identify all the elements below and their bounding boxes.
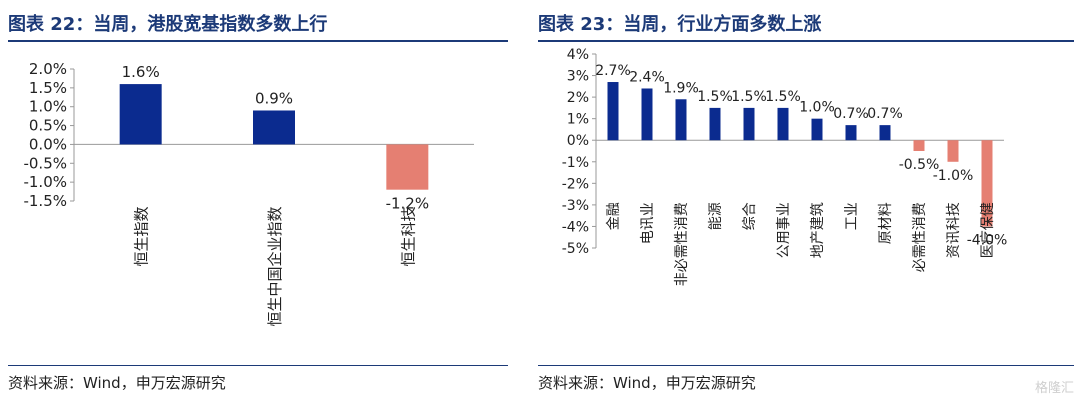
bar bbox=[947, 140, 959, 162]
data-label: -1.0% bbox=[933, 168, 974, 184]
left-source-note: 资料来源：Wind，申万宏源研究 bbox=[8, 374, 226, 392]
data-label: 1.6% bbox=[122, 63, 160, 81]
data-label: 1.5% bbox=[697, 89, 733, 105]
x-category-label: 资讯科技 bbox=[946, 202, 962, 258]
data-label: 1.0% bbox=[799, 100, 835, 116]
data-label: 1.9% bbox=[663, 80, 699, 96]
bar bbox=[845, 125, 857, 141]
x-category-label: 电讯业 bbox=[640, 202, 656, 244]
y-tick-label: -1.5% bbox=[23, 192, 67, 210]
y-tick-label: -4% bbox=[562, 219, 589, 235]
y-tick-label: 2% bbox=[567, 90, 589, 106]
left-title-rule bbox=[8, 40, 508, 42]
y-tick-label: 1.5% bbox=[29, 79, 67, 97]
data-label: 2.7% bbox=[595, 63, 631, 79]
y-tick-label: -1.0% bbox=[23, 173, 67, 191]
y-tick-label: 1.0% bbox=[29, 98, 67, 116]
watermark-text: 格隆汇 bbox=[1034, 381, 1074, 396]
y-tick-label: 0% bbox=[567, 133, 589, 149]
y-tick-label: 3% bbox=[567, 69, 589, 85]
bar bbox=[981, 140, 993, 227]
right-chart: 4% 3% 2% 1% 0% -1% -2% -3% -4% -5% 2.7% 金融 2.4% 电讯业 1.… bbox=[562, 47, 1008, 286]
right-source-rule bbox=[538, 365, 1074, 366]
x-category-label: 原材料 bbox=[878, 202, 894, 244]
y-tick-label: 2.0% bbox=[29, 60, 67, 78]
bar bbox=[811, 118, 823, 141]
x-category-label: 必需性消费 bbox=[912, 202, 928, 272]
x-category-label: 公用事业 bbox=[776, 202, 792, 258]
data-label: -0.5% bbox=[899, 157, 940, 173]
y-tick-label: -0.5% bbox=[23, 154, 67, 172]
left-source-rule bbox=[8, 365, 508, 366]
x-category-label: 恒生指数 bbox=[133, 206, 151, 266]
data-label: 1.5% bbox=[765, 89, 801, 105]
y-tick-label: 4% bbox=[567, 47, 589, 63]
bar bbox=[709, 107, 721, 141]
right-panel: 图表 23：当周，行业方面多数上涨 4% 3% 2% 1% 0% -1% -2% -3% -4%… bbox=[538, 0, 1074, 402]
y-tick-label: 1% bbox=[567, 112, 589, 128]
data-label: 0.9% bbox=[255, 89, 293, 107]
bar bbox=[777, 107, 789, 141]
bar bbox=[641, 88, 653, 141]
x-category-label: 非必需性消费 bbox=[674, 202, 690, 286]
bar bbox=[119, 84, 162, 145]
data-label: 0.7% bbox=[833, 106, 869, 122]
right-panel-title: 图表 23：当周，行业方面多数上涨 bbox=[538, 14, 822, 35]
x-category-label: 地产建筑 bbox=[810, 202, 826, 258]
left-chart: 2.0%1.5%1.0%0.5%0.0%-0.5%-1.0%-1.5% 1.6% 恒… bbox=[23, 60, 474, 326]
x-category-label: 综合 bbox=[742, 202, 758, 230]
bar bbox=[743, 107, 755, 141]
x-category-label: 金融 bbox=[606, 202, 622, 230]
y-tick-label: 0.0% bbox=[29, 135, 67, 153]
x-category-label: 恒生中国企业指数 bbox=[266, 206, 284, 326]
bar bbox=[675, 99, 687, 141]
data-label: -4.0% bbox=[967, 232, 1008, 248]
x-category-label: 工业 bbox=[844, 202, 860, 230]
bar bbox=[879, 125, 891, 141]
data-label: 1.5% bbox=[731, 89, 767, 105]
left-panel: 图表 22：当周，港股宽基指数多数上行 2.0% 1.5% 1.0% 0.5% 0.0%… bbox=[8, 0, 508, 402]
left-panel-title: 图表 22：当周，港股宽基指数多数上行 bbox=[8, 14, 328, 35]
x-category-label: 能源 bbox=[708, 202, 724, 230]
data-label: -1.2% bbox=[386, 195, 430, 213]
bar bbox=[913, 140, 925, 151]
y-tick-label: -3% bbox=[562, 198, 589, 214]
y-tick-label: 0.5% bbox=[29, 117, 67, 135]
y-tick-label: -1% bbox=[562, 155, 589, 171]
right-title-rule bbox=[538, 40, 1074, 42]
y-tick-label: -2% bbox=[562, 176, 589, 192]
x-category-label: 医疗保健 bbox=[980, 202, 996, 258]
data-label: 0.7% bbox=[867, 106, 903, 122]
x-category-label: 恒生科技 bbox=[399, 206, 417, 266]
data-label: 2.4% bbox=[629, 69, 665, 85]
right-source-note: 资料来源：Wind，申万宏源研究 bbox=[538, 374, 756, 392]
bar bbox=[607, 82, 619, 141]
y-tick-label: -5% bbox=[562, 241, 589, 257]
bar bbox=[386, 144, 429, 190]
bar bbox=[253, 110, 295, 145]
